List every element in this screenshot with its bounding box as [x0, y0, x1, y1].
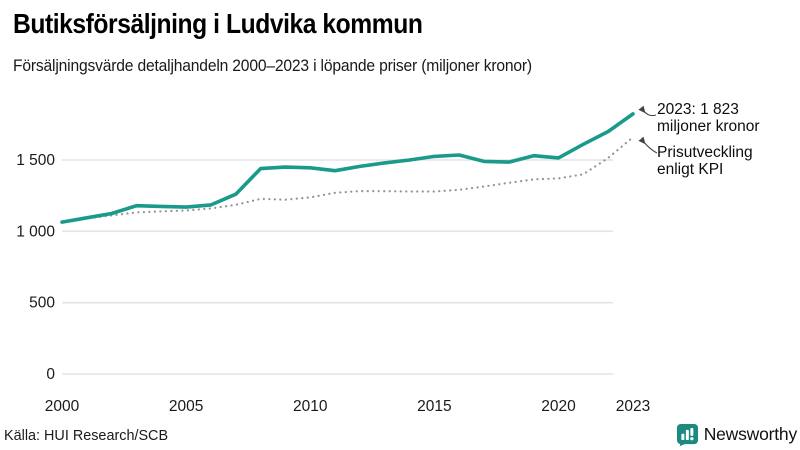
newsworthy-brand: Newsworthy: [676, 423, 797, 446]
annotation-kpi-line1: Prisutveckling: [657, 144, 753, 161]
y-tick-label-500: 500: [29, 295, 55, 312]
page-subtitle: Försäljningsvärde detaljhandeln 2000–202…: [13, 56, 532, 75]
annotation-2023-value-line2: miljoner kronor: [657, 118, 760, 135]
y-tick-label-1000: 1 000: [16, 223, 55, 240]
annotation-2023-value-line1: 2023: 1 823: [657, 101, 739, 118]
source-note: Källa: HUI Research/SCB: [4, 427, 169, 444]
x-tick-label-2010: 2010: [293, 398, 328, 415]
axis-labels: 0 500 1 000 1 500 2000 2005 2010 2015 2020 2023: [16, 152, 650, 415]
x-tick-label-2005: 2005: [169, 398, 203, 415]
arrow-to-kpi-line: [638, 136, 658, 154]
annotation-arrows: [638, 105, 658, 154]
x-tick-label-2000: 2000: [45, 398, 80, 415]
x-tick-label-2020: 2020: [541, 398, 576, 415]
arrow-to-sales-line: [638, 105, 657, 117]
newsworthy-wordmark: Newsworthy: [703, 424, 798, 444]
newsworthy-logo-icon: [676, 423, 698, 446]
data-series: [60, 112, 635, 224]
gridlines: [62, 159, 613, 375]
annotation-kpi-line2: enligt KPI: [657, 161, 724, 178]
y-tick-label-1500: 1 500: [16, 152, 55, 169]
sales-line: [60, 112, 635, 224]
x-tick-label-2023: 2023: [616, 398, 650, 415]
annotation-kpi: Prisutveckling enligt KPI: [657, 144, 753, 178]
annotation-2023-value: 2023: 1 823 miljoner kronor: [657, 101, 760, 135]
kpi-price-line: [60, 136, 635, 224]
x-tick-label-2015: 2015: [417, 398, 451, 415]
page-title: Butiksförsäljning i Ludvika kommun: [13, 8, 423, 39]
y-tick-label-0: 0: [46, 366, 55, 383]
